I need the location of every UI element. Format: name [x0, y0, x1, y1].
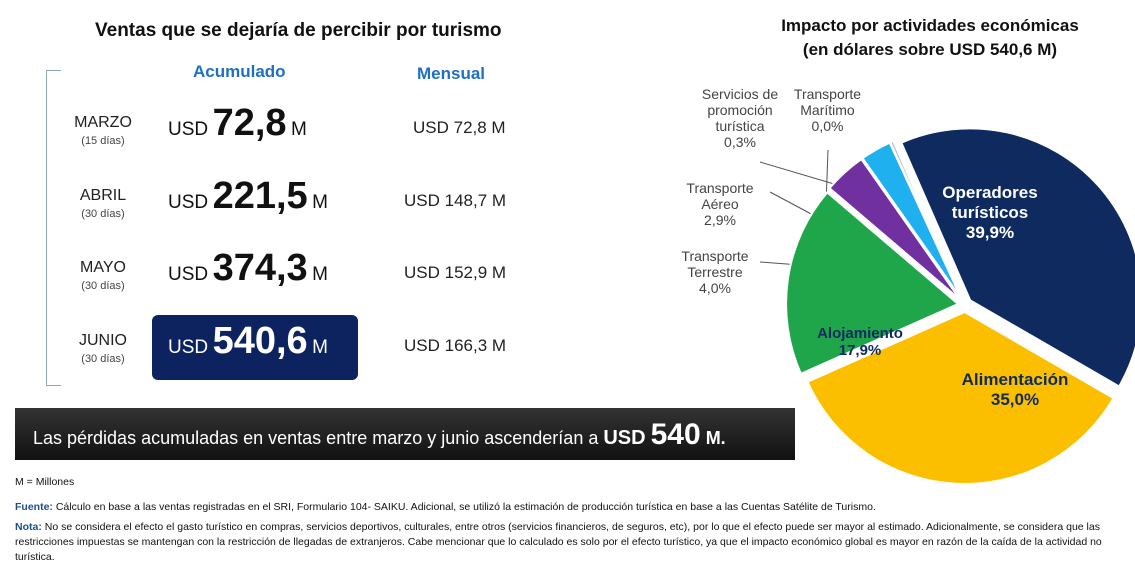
prefix: USD [168, 264, 209, 285]
cumulative-value: 221,5 [212, 175, 308, 217]
slice-label: Alojamiento 17,9% [800, 325, 920, 359]
slice-value: 39,9% [965, 223, 1015, 242]
slice-label: Transporte Aéreo 2,9% [675, 180, 765, 228]
pie-slice [892, 140, 964, 299]
slice-label: Operadores turísticos 39,9% [915, 183, 1065, 243]
month: ABRIL [79, 187, 127, 204]
source: Fuente: Cálculo en base a las ventas reg… [15, 500, 1125, 515]
suffix: M [312, 192, 328, 213]
chart-heading: Impacto por actividades económicas (en dó… [760, 14, 1100, 62]
slice-value: 4,0% [699, 280, 731, 296]
note-label: Nota: [15, 521, 42, 533]
slice-label: Transporte Marítimo 0,0% [785, 86, 870, 134]
cumulative-value: 540,6 [212, 320, 308, 362]
days: (30 días) [81, 353, 125, 365]
monthly: USD 166,3 M [404, 336, 507, 355]
monthly: USD 148,7 M [404, 191, 507, 210]
slice-name: Operadores turísticos [942, 183, 1038, 222]
slice-value: 0,0% [811, 118, 844, 134]
slice-value: 2,9% [704, 212, 736, 228]
prefix: USD [168, 192, 209, 213]
banner-text: Las pérdidas acumuladas en ventas entre … [33, 418, 726, 452]
note: Nota: No se considera el efecto el gasto… [15, 520, 1125, 565]
slice-label: Transporte Terrestre 4,0% [665, 248, 765, 296]
highlight-box [152, 315, 358, 380]
bracket [46, 70, 61, 386]
chart-subtitle: (en dólares sobre USD 540,6 M) [802, 40, 1058, 59]
suffix: M [312, 337, 328, 358]
slice-value: 35,0% [990, 390, 1040, 409]
pie-slice [785, 190, 960, 376]
cumulative: USD 221,5 M [168, 175, 328, 218]
left-title: Ventas que se dejaría de percibir por tu… [95, 20, 502, 41]
slice-name: Transporte Terrestre [681, 248, 749, 280]
days: (30 días) [81, 208, 125, 220]
days: (30 días) [81, 280, 125, 292]
monthly: USD 152,9 M [404, 263, 507, 282]
prefix: USD [168, 119, 209, 140]
slice-name: Servicios de promoción turística [701, 86, 779, 134]
slice-label: Alimentación 35,0% [940, 370, 1090, 410]
month: JUNIO [79, 332, 127, 349]
banner-suffix: M. [705, 428, 726, 448]
pie-slice [900, 127, 1135, 388]
cumulative: USD 374,3 M [168, 247, 328, 290]
source-label: Fuente: [15, 501, 53, 513]
slice-name: Alojamiento [817, 325, 903, 342]
header: Acumulado [193, 62, 286, 81]
slice-value: 0,3% [724, 134, 756, 150]
banner [15, 408, 795, 460]
month: MARZO [74, 114, 132, 131]
source-text: Cálculo en base a las ventas registradas… [55, 501, 876, 513]
slice-name: Alimentación [961, 370, 1069, 389]
banner-text: Las pérdidas acumuladas en ventas entre … [33, 428, 599, 448]
suffix: M [291, 119, 307, 140]
note-text: No se considera el efecto el gasto turís… [15, 521, 1102, 563]
header: Mensual [417, 64, 486, 83]
chart-title: Impacto por actividades económicas [781, 16, 1079, 35]
cumulative-value: 72,8 [212, 102, 287, 144]
month: MAYO [80, 259, 126, 276]
legend-note: M = Millones [15, 476, 75, 488]
slice-label: Servicios de promoción turística 0,3% [690, 86, 790, 150]
slice-value: 17,9% [838, 342, 882, 359]
cumulative: USD 540,6 M [168, 320, 328, 363]
slice-name: Transporte Marítimo [793, 86, 862, 118]
banner-value: 540 [650, 418, 701, 451]
pie-slice [828, 157, 962, 301]
banner-prefix: USD [603, 427, 646, 449]
pie-slice [806, 310, 1115, 485]
slice-name: Transporte Aéreo [686, 180, 754, 212]
suffix: M [312, 264, 328, 285]
monthly: USD 72,8 M [413, 118, 506, 137]
days: (15 días) [81, 135, 125, 147]
cumulative-value: 374,3 [212, 247, 308, 289]
prefix: USD [168, 337, 209, 358]
cumulative: USD 72,8 M [168, 102, 307, 145]
